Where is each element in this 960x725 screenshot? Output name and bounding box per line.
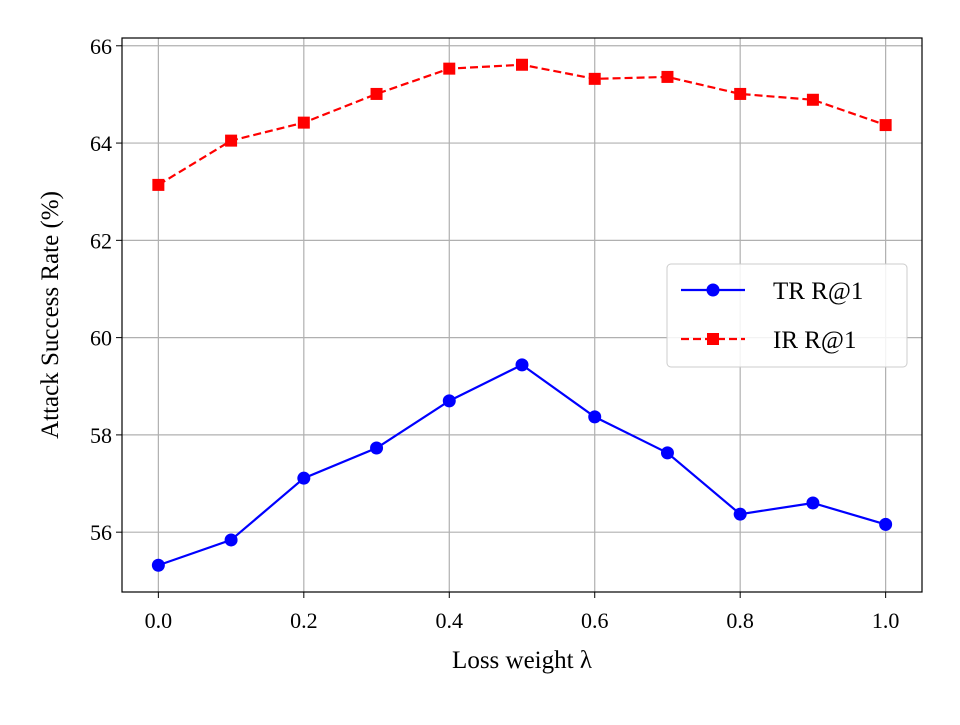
y-tick-label: 58 bbox=[90, 423, 112, 448]
data-point-tr bbox=[806, 496, 820, 510]
x-axis-label: Loss weight λ bbox=[452, 647, 592, 674]
legend-label-ir: IR R@1 bbox=[773, 327, 856, 354]
data-point-ir bbox=[661, 70, 674, 83]
legend-label-tr: TR R@1 bbox=[773, 278, 863, 305]
data-point-tr bbox=[515, 358, 529, 372]
data-point-tr bbox=[879, 517, 893, 531]
y-tick-label: 64 bbox=[90, 131, 112, 156]
y-tick-label: 60 bbox=[90, 326, 112, 351]
data-point-ir bbox=[297, 116, 310, 129]
legend: TR R@1 IR R@1 bbox=[666, 263, 908, 368]
data-point-ir bbox=[370, 87, 383, 100]
data-point-tr bbox=[733, 507, 747, 521]
data-point-ir bbox=[734, 87, 747, 100]
data-point-tr bbox=[588, 410, 602, 424]
data-point-tr bbox=[151, 558, 165, 572]
x-tick-label: 0.0 bbox=[145, 608, 173, 633]
data-point-ir bbox=[879, 119, 892, 132]
data-point-ir bbox=[225, 134, 238, 147]
series-layer bbox=[151, 58, 893, 572]
plot-frame bbox=[121, 37, 923, 593]
data-point-ir bbox=[588, 72, 601, 85]
data-point-tr bbox=[370, 441, 384, 455]
legend-marker-tr bbox=[706, 283, 720, 297]
data-point-tr bbox=[442, 394, 456, 408]
data-point-tr bbox=[224, 533, 238, 547]
x-tick-label: 0.6 bbox=[581, 608, 609, 633]
legend-marker-ir bbox=[707, 333, 719, 345]
data-point-tr bbox=[297, 471, 311, 485]
x-tick-label: 0.8 bbox=[726, 608, 754, 633]
y-tick-label: 66 bbox=[90, 34, 112, 59]
series-line-0 bbox=[158, 363, 886, 567]
data-point-tr bbox=[660, 446, 674, 460]
data-point-ir bbox=[152, 178, 165, 191]
ticks: 0.0 0.2 0.4 0.6 0.8 1.0 56 58 60 62 64 66 bbox=[90, 34, 899, 633]
data-point-ir bbox=[806, 93, 819, 106]
y-tick-label: 56 bbox=[90, 520, 112, 545]
series-line-1 bbox=[157, 63, 886, 186]
x-tick-label: 0.2 bbox=[290, 608, 318, 633]
x-tick-label: 0.4 bbox=[436, 608, 464, 633]
data-point-ir bbox=[443, 62, 456, 75]
y-axis-label: Attack Success Rate (%) bbox=[37, 191, 64, 439]
x-tick-label: 1.0 bbox=[872, 608, 900, 633]
data-point-ir bbox=[516, 58, 528, 71]
y-tick-label: 62 bbox=[90, 228, 112, 253]
